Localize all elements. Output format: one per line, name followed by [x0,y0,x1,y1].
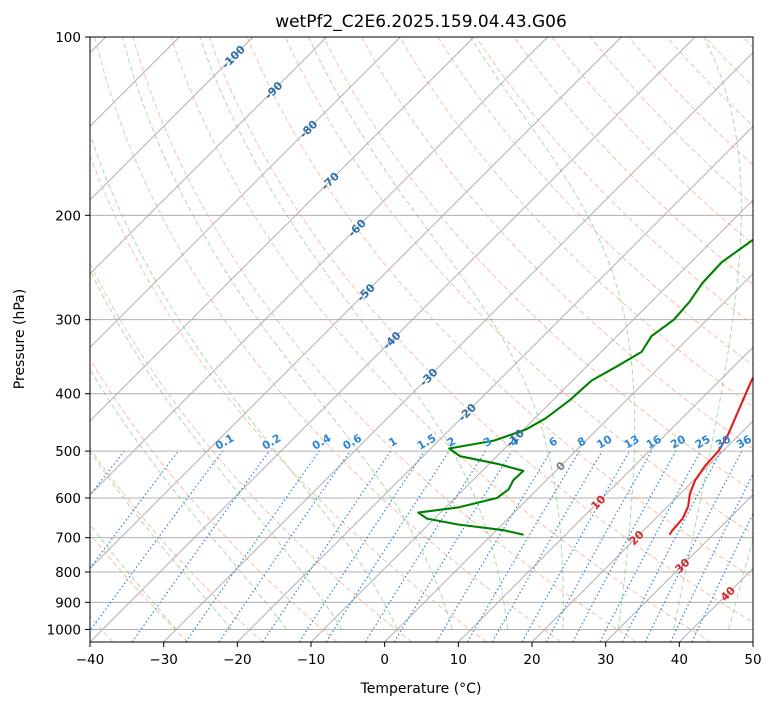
mixing-ratio-line [545,450,653,642]
isotherm-line [531,420,753,642]
dry-adiabat [323,37,753,492]
x-tick-label: 50 [744,652,761,668]
x-tick-label: 10 [450,652,467,668]
x-tick-label: 20 [523,652,540,668]
y-tick-label: 300 [55,313,81,329]
y-tick-label: 100 [55,30,81,46]
dry-adiabat [361,37,753,450]
mixing-ratio-line [364,450,486,642]
isotherm-line [458,346,753,642]
x-tick-label: 40 [671,652,688,668]
x-tick-label: 30 [597,652,614,668]
y-axis-label: Pressure (hPa) [12,289,28,389]
plot-frame [89,36,754,643]
moist-adiabat [121,37,453,630]
isotherm-line [163,52,753,642]
moist-adiabat [307,37,564,630]
isotherm-line [384,273,753,642]
mixing-ratio-line [131,450,270,642]
y-tick-label: 900 [55,595,81,611]
dry-adiabat [246,37,753,579]
x-axis-label: Temperature (°C) [360,681,482,697]
y-tick-label: 1000 [47,622,81,638]
mixing-ratio-line [393,450,513,642]
profile-line-0 [668,375,753,536]
isotherm-line [90,37,475,422]
isotherm-line [90,37,327,275]
x-tick-label: 0 [380,652,389,668]
isotherm-line [90,37,254,201]
x-axis: −40 −30 −20 −10 0 10 20 30 40 50 [76,642,762,668]
background-lines [90,37,753,642]
profile-line-1 [417,238,753,536]
isotherm-line [237,125,753,642]
mixing-ratio-line [90,450,223,632]
dry-adiabat [551,37,753,245]
moist-adiabat [469,37,636,630]
y-tick-label: 200 [55,208,81,224]
mixing-ratio-line [466,450,580,642]
x-tick-label: −30 [149,652,178,668]
dry-adiabat [589,37,753,206]
mixing-ratio-line [435,450,552,642]
y-axis: 100 200 300 400 500 600 700 800 900 1000 [47,30,90,638]
x-tick-label: −40 [76,652,105,668]
mixing-ratio-line [218,450,351,642]
dry-adiabat [90,262,413,642]
y-tick-label: 400 [55,387,81,403]
isotherm-line [310,199,753,642]
isotherm-line [90,37,696,642]
mixing-ratio-line [325,450,450,642]
dry-adiabat [399,37,753,408]
mixing-ratio-line [572,450,677,642]
isotherm-line [90,37,622,569]
moist-adiabat [199,37,509,630]
dry-adiabat [208,37,753,624]
dry-adiabat [170,37,711,642]
dry-adiabat [90,154,487,642]
moist-adiabat [90,269,343,630]
moist-adiabat [90,450,232,630]
mixing-ratio-line [521,450,631,642]
chart-title: wetPf2_C2E6.2025.159.04.43.G06 [275,12,567,32]
isotherm-line [605,494,753,642]
dry-adiabat [90,532,189,642]
dry-adiabat [437,37,753,367]
mixing-ratio-line [90,450,125,497]
mixing-ratio-line [185,450,320,642]
y-tick-label: 500 [55,444,81,460]
profile-lines [417,238,753,536]
moist-adiabat [90,132,398,630]
plot-area [90,37,753,642]
isotherm-line [90,37,401,348]
y-tick-label: 600 [55,491,81,507]
dry-adiabat [94,37,562,642]
dry-adiabat [284,37,753,535]
moist-adiabat [672,37,742,630]
dry-adiabat [132,37,637,642]
x-tick-label: −20 [223,652,252,668]
dry-adiabat [90,358,338,642]
y-tick-label: 700 [55,531,81,547]
y-tick-label: 800 [55,565,81,581]
dry-adiabat [475,37,753,326]
mixing-ratio-line [491,450,603,642]
isotherm-line [90,37,548,496]
mixing-ratio-line [670,472,753,642]
x-tick-label: −10 [297,652,326,668]
